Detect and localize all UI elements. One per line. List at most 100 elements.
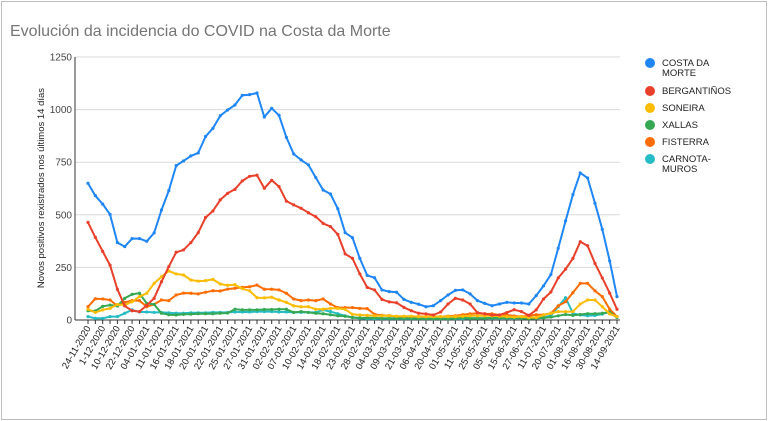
- data-point: [284, 310, 288, 314]
- data-point: [181, 291, 186, 295]
- data-point: [571, 256, 575, 260]
- legend-item: FISTERRA: [645, 137, 710, 148]
- data-point: [270, 307, 274, 312]
- data-point: [446, 315, 450, 319]
- data-point: [358, 306, 362, 311]
- y-axis-title: Novos positivos rexistrados nos últimos …: [36, 88, 47, 288]
- data-point: [365, 285, 369, 289]
- y-tick-label: 500: [55, 210, 72, 221]
- data-point: [314, 175, 318, 180]
- data-point: [277, 310, 281, 314]
- data-point: [299, 299, 303, 303]
- legend-marker: [645, 120, 655, 130]
- data-point: [527, 313, 531, 317]
- data-point: [123, 304, 127, 308]
- series-lines: [86, 91, 619, 321]
- data-point: [380, 314, 384, 318]
- data-point: [343, 307, 347, 311]
- data-point: [424, 305, 428, 309]
- data-point: [483, 312, 487, 316]
- data-point: [167, 313, 171, 317]
- data-point: [167, 264, 171, 269]
- data-point: [93, 297, 97, 301]
- data-point: [314, 311, 318, 315]
- data-point: [174, 250, 178, 254]
- data-point: [299, 206, 303, 210]
- data-point: [137, 299, 142, 303]
- data-point: [365, 316, 369, 320]
- data-point: [167, 299, 171, 303]
- data-point: [93, 194, 97, 198]
- data-point: [468, 316, 472, 320]
- y-axis-ticks: 0 250 500 750 1000 1250: [50, 53, 73, 327]
- data-point: [571, 313, 575, 317]
- data-point: [189, 291, 193, 295]
- data-point: [93, 310, 97, 315]
- data-point: [233, 310, 237, 314]
- data-point: [563, 267, 568, 271]
- legend-item: CARNOTA-MUROS: [645, 154, 711, 175]
- data-point: [593, 261, 597, 266]
- data-point: [497, 313, 502, 317]
- legend-item: SONEIRA: [645, 103, 705, 114]
- data-point: [380, 316, 384, 320]
- data-point: [350, 315, 355, 320]
- data-point: [270, 178, 274, 182]
- data-point: [563, 312, 568, 317]
- data-point: [108, 298, 112, 302]
- data-point: [563, 309, 568, 314]
- data-point: [328, 224, 333, 229]
- data-point: [145, 303, 149, 307]
- data-point: [549, 272, 553, 277]
- data-point: [446, 293, 450, 297]
- data-point: [350, 256, 355, 260]
- data-point: [218, 289, 222, 293]
- data-point: [586, 176, 590, 180]
- data-point: [277, 113, 281, 117]
- data-point: [306, 305, 311, 309]
- data-point: [328, 306, 333, 311]
- data-point: [218, 311, 222, 315]
- data-point: [240, 93, 244, 97]
- data-point: [563, 296, 568, 300]
- data-point: [262, 186, 266, 190]
- data-point: [387, 316, 391, 320]
- data-point: [284, 291, 288, 295]
- data-point: [292, 152, 296, 156]
- data-point: [350, 312, 355, 316]
- data-point: [402, 305, 406, 309]
- data-point: [248, 174, 252, 178]
- data-point: [475, 311, 480, 315]
- data-point: [203, 290, 208, 294]
- data-point: [130, 292, 134, 296]
- data-point: [600, 295, 604, 299]
- data-point: [549, 311, 553, 315]
- data-point: [534, 315, 538, 320]
- data-point: [314, 307, 318, 311]
- data-point: [225, 108, 230, 112]
- data-point: [527, 302, 531, 306]
- data-point: [159, 311, 164, 315]
- data-point: [115, 315, 119, 319]
- data-point: [600, 305, 604, 309]
- data-point: [93, 235, 97, 239]
- data-point: [233, 187, 237, 191]
- data-point: [108, 303, 112, 307]
- data-point: [358, 256, 362, 260]
- data-point: [101, 316, 105, 320]
- data-point: [336, 306, 340, 311]
- data-point: [255, 296, 259, 300]
- series-line: [87, 282, 618, 318]
- data-point: [615, 295, 619, 299]
- data-point: [439, 299, 443, 303]
- data-point: [453, 288, 457, 292]
- data-point: [108, 263, 112, 267]
- data-point: [358, 316, 362, 320]
- data-point: [306, 310, 311, 315]
- data-point: [468, 292, 472, 296]
- data-point: [505, 300, 509, 304]
- data-point: [284, 307, 288, 311]
- data-point: [292, 304, 296, 308]
- data-point: [439, 310, 443, 314]
- data-point: [615, 307, 619, 311]
